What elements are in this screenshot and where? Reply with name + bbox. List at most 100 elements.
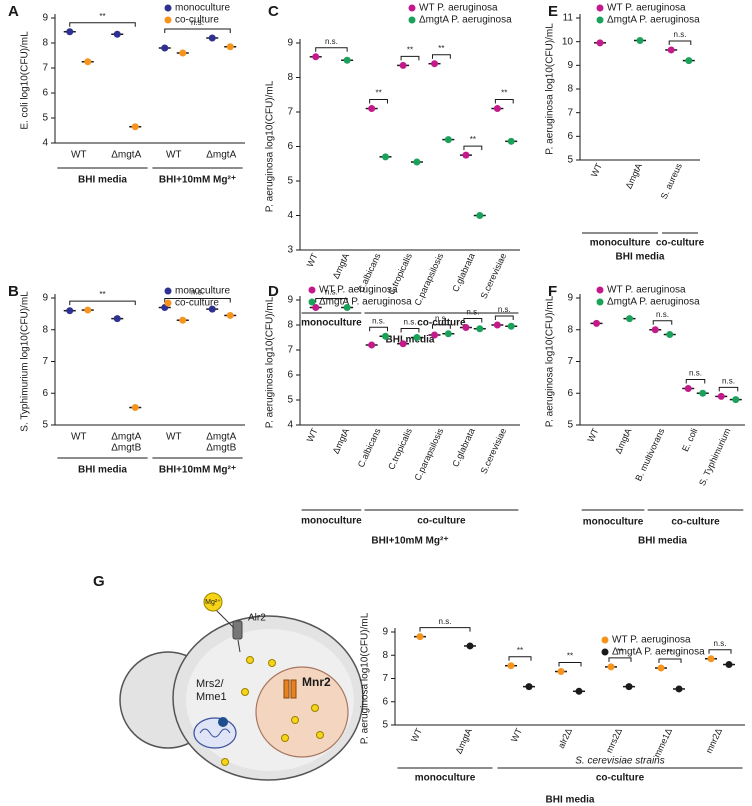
legend-marker xyxy=(308,298,316,306)
data-point xyxy=(131,123,139,131)
data-point xyxy=(493,321,501,329)
diagram-label: Mg²⁺ xyxy=(205,599,221,606)
data-point xyxy=(368,341,376,349)
group-label: BHI+10mM Mg²⁺ xyxy=(159,175,236,186)
legend-label: WT P. aeruginosa xyxy=(419,3,498,14)
legend-marker xyxy=(408,4,416,12)
legend-marker xyxy=(164,299,172,307)
x-tick-label: ΔmgtA xyxy=(206,150,236,161)
x-tick-label: mme1Δ xyxy=(652,727,674,759)
data-point xyxy=(725,661,733,669)
x-tick-label: S. Typhimurium xyxy=(697,427,732,488)
y-tick-label: 6 xyxy=(287,370,293,381)
group-label: monoculture xyxy=(583,517,644,528)
data-point xyxy=(66,28,74,36)
significance-label: ** xyxy=(617,647,623,656)
data-point xyxy=(413,158,421,166)
data-point xyxy=(657,664,665,672)
significance-label: ** xyxy=(470,135,476,144)
x-tick-label: mrs2Δ xyxy=(604,727,624,755)
x-tick-label: WT xyxy=(71,432,87,443)
group-label: BHI media xyxy=(78,175,127,186)
group-label: co-culture xyxy=(417,516,466,527)
data-point xyxy=(707,655,715,663)
y-tick-label: 6 xyxy=(42,88,48,99)
significance-bracket xyxy=(419,627,471,632)
data-point xyxy=(312,53,320,61)
mrs2-channel xyxy=(218,717,228,727)
data-point xyxy=(651,326,659,334)
y-tick-label: 5 xyxy=(287,395,293,406)
legend-marker xyxy=(596,4,604,12)
legend-marker xyxy=(596,286,604,294)
significance-bracket xyxy=(652,320,673,325)
x-tick-label: C.parapsilosis xyxy=(412,251,445,307)
y-tick-label: 5 xyxy=(42,420,48,431)
y-tick-label: 5 xyxy=(567,420,573,431)
data-point xyxy=(466,642,474,650)
group-label: co-culture xyxy=(417,318,466,329)
significance-label: ** xyxy=(567,652,573,661)
x-tick-label: WT xyxy=(409,726,424,743)
significance-label: n.s. xyxy=(714,639,727,648)
data-point xyxy=(732,396,740,404)
data-point xyxy=(431,60,439,68)
significance-label: n.s. xyxy=(404,318,417,327)
significance-label: ** xyxy=(501,89,507,98)
significance-bracket xyxy=(463,318,483,323)
x-tick-label: WT xyxy=(585,426,600,443)
data-point xyxy=(226,43,234,51)
significance-bracket xyxy=(463,145,483,151)
significance-bracket xyxy=(685,378,706,384)
significance-label: n.s. xyxy=(325,37,338,46)
data-point xyxy=(131,404,139,412)
significance-label: ** xyxy=(517,646,523,655)
data-point xyxy=(685,57,693,65)
significance-bracket xyxy=(400,55,420,61)
x-tick-label: alr2Δ xyxy=(556,727,574,750)
x-tick-label: ΔmgtA xyxy=(623,162,643,191)
diagram-label: Mrs2/ xyxy=(196,678,224,690)
panel-label: D xyxy=(268,283,279,300)
y-tick-label: 7 xyxy=(382,673,388,684)
group-label: monoculture xyxy=(301,318,362,329)
media-label: BHI media xyxy=(638,536,687,547)
significance-bracket xyxy=(558,662,582,667)
significance-label: ** xyxy=(99,290,105,299)
group-label: BHI media xyxy=(78,465,127,476)
y-axis-label: E. coli log10(CFU)/mL xyxy=(20,31,31,130)
significance-label: ** xyxy=(667,648,673,657)
subgroup-label: S. cerevisiae strains xyxy=(575,756,664,767)
significance-bracket xyxy=(69,22,136,27)
legend-label: WT P. aeruginosa xyxy=(612,635,691,646)
significance-bracket xyxy=(432,324,451,329)
vacuole xyxy=(255,666,349,758)
data-point xyxy=(399,340,407,348)
data-point xyxy=(476,212,484,219)
x-tick-label: ΔmgtA xyxy=(111,150,141,161)
data-point xyxy=(607,663,615,671)
arrow xyxy=(215,609,235,629)
legend-marker xyxy=(308,286,316,294)
data-point xyxy=(667,46,675,54)
significance-label: n.s. xyxy=(498,305,511,314)
y-tick-label: 6 xyxy=(567,388,573,399)
y-tick-label: 4 xyxy=(287,210,293,221)
significance-bracket xyxy=(315,298,348,303)
x-tick-label: mnr2Δ xyxy=(704,727,724,755)
mg-dot xyxy=(246,656,254,664)
y-axis-label: P. aeruginosa log10(CFU)/mL xyxy=(265,80,276,212)
panel-label: A xyxy=(8,3,19,20)
mg-dot xyxy=(291,716,299,724)
significance-label: n.s. xyxy=(191,288,204,297)
x-tick-label: WT xyxy=(305,426,320,443)
mg-dot xyxy=(281,734,289,742)
legend-label: WT P. aeruginosa xyxy=(319,285,398,296)
significance-label: ** xyxy=(99,12,105,21)
mg-dot xyxy=(316,731,324,739)
group-label: monoculture xyxy=(415,773,476,784)
y-tick-label: 5 xyxy=(567,155,573,166)
media-label: BHI media xyxy=(386,335,435,346)
x-tick-label: WT xyxy=(305,251,320,268)
